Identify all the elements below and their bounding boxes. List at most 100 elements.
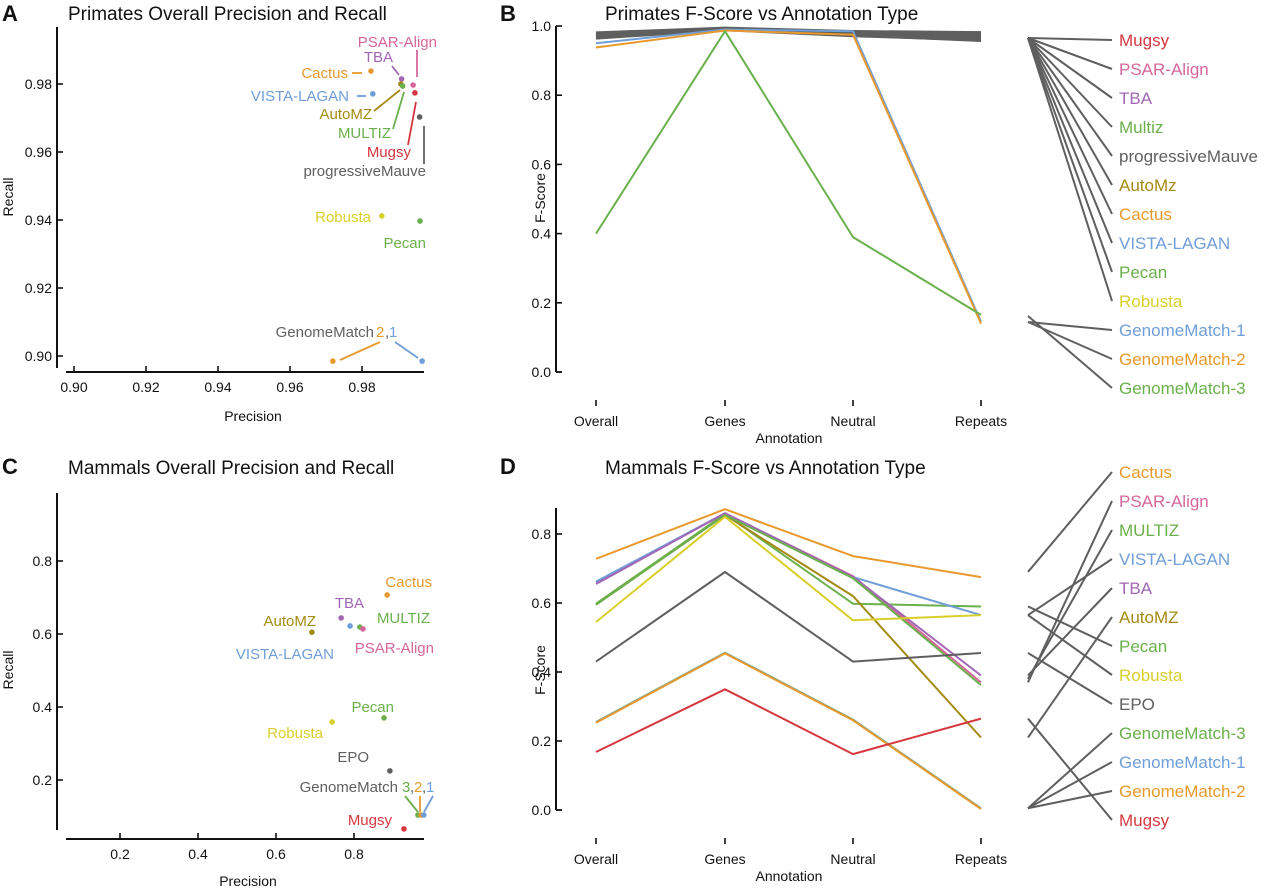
point-label-genomematch-3: 3: [402, 779, 410, 796]
panel-d-ylabel: F-Score: [532, 645, 548, 695]
panel-b-title: Primates F-Score vs Annotation Type: [605, 4, 918, 25]
series-line-genomematch-2: [595, 29, 982, 325]
legend-label-epo: EPO: [1119, 695, 1155, 714]
point-label-robusta: Robusta: [315, 209, 372, 226]
legend-label-mugsy: Mugsy: [1119, 31, 1170, 50]
point-automz: [309, 629, 315, 635]
x-tick-label-overall: Overall: [574, 413, 618, 429]
legend-connector-mugsy: [1027, 37, 1113, 41]
legend-label-genomematch-1: GenomeMatch-1: [1119, 321, 1246, 340]
legend-label-vista-lagan: VISTA-LAGAN: [1119, 550, 1230, 569]
legend-label-genomematch-2: GenomeMatch-2: [1119, 350, 1246, 369]
point-progressivemauve: [416, 114, 423, 120]
genomematch-separator: ,: [385, 324, 389, 341]
y-tick-label: 1.0: [532, 18, 552, 34]
point-genomematch-1: [421, 812, 427, 818]
point-cactus: [368, 68, 374, 74]
genomematch-separator: ,: [410, 779, 414, 796]
y-tick-label: 0.2: [532, 733, 552, 749]
point-label-genomematch-2: 2: [376, 324, 384, 341]
panel-letter-c: C: [2, 454, 18, 479]
point-multiz: [399, 83, 406, 89]
panel-letter-b: B: [500, 1, 516, 26]
series-line-tba: [595, 512, 982, 677]
y-tick-label: 0.94: [25, 212, 52, 228]
panel-a-plot: 0.90 0.92 0.94 0.96 0.98 0.90 0.92 0.94 0.96 0.98…: [25, 27, 437, 395]
y-tick-label: 0.8: [33, 553, 53, 569]
legend-connector-multiz: [1027, 37, 1113, 128]
series-line-mugsy: [595, 688, 982, 756]
panel-a-ylabel: Recall: [0, 178, 16, 217]
point-label-multiz: MULTIZ: [338, 125, 391, 142]
panel-d-xlabel: Annotation: [756, 868, 823, 884]
point-label-epo: EPO: [337, 749, 369, 766]
point-psar-align: [410, 82, 416, 88]
legend-connector-genomematch-1: [1027, 321, 1113, 331]
panel-c-plot: 0.2 0.4 0.6 0.8 0.2 0.4 0.6 0.8 Cactus TBA MULTIZ A…: [33, 493, 434, 862]
series-line-multiz: [595, 513, 982, 608]
y-tick-label: 0.8: [532, 526, 552, 542]
y-tick-label: 0.90: [25, 348, 52, 364]
leader-line-genomematch-1: [423, 795, 434, 813]
legend-connector-automz: [1027, 37, 1113, 186]
y-tick-label: 0.6: [532, 156, 552, 172]
legend-connector-robusta: [1027, 614, 1113, 676]
legend-label-pecan: Pecan: [1119, 637, 1167, 656]
legend-connector-pecan: [1027, 37, 1113, 273]
panel-b-xlabel: Annotation: [756, 430, 823, 446]
legend-label-genomematch-2: GenomeMatch-2: [1119, 782, 1246, 801]
x-tick-label: 0.96: [276, 379, 303, 395]
point-label-tba: TBA: [335, 595, 364, 612]
legend-connector-tba: [1027, 37, 1113, 99]
legend-connector-genomematch-2: [1027, 790, 1113, 810]
genomematch-separator: ,: [422, 779, 426, 796]
legend-connector-progressivemauve: [1027, 37, 1113, 157]
legend-connector-mugsy: [1027, 717, 1113, 821]
legend-label-cactus: Cactus: [1119, 205, 1172, 224]
legend-label-automz: AutoMZ: [1119, 608, 1179, 627]
x-tick-label-genes: Genes: [704, 413, 745, 429]
legend-connector-genomematch-3: [1027, 315, 1113, 389]
legend-connector-epo: [1027, 652, 1113, 705]
y-tick-label: 0.0: [532, 802, 552, 818]
legend-label-automz: AutoMz: [1119, 176, 1177, 195]
point-vista-lagan: [347, 623, 353, 629]
panel-letter-d: D: [500, 454, 516, 479]
series-line-epo: [595, 571, 982, 663]
point-label-psar-align: PSAR-Align: [358, 34, 437, 51]
panel-d-plot: 0.0 0.2 0.4 0.6 0.8 Overall Genes Neutral Repeat…: [532, 463, 1246, 867]
point-vista-lagan: [370, 91, 376, 97]
x-tick-label: 0.8: [344, 846, 364, 862]
legend-connector-multiz: [1027, 529, 1113, 680]
legend-label-genomematch-3: GenomeMatch-3: [1119, 379, 1246, 398]
legend-label-genomematch-1: GenomeMatch-1: [1119, 753, 1246, 772]
point-label-automz: AutoMZ: [263, 613, 316, 630]
legend-label-robusta: Robusta: [1119, 292, 1183, 311]
series-line-genomematch-2: [595, 652, 982, 810]
genomematch-prefix-label: GenomeMatch: [276, 324, 374, 341]
point-label-automz: AutoMZ: [319, 106, 372, 123]
point-epo: [387, 768, 393, 774]
point-label-psar-align: PSAR-Align: [355, 640, 434, 657]
legend-connector-automz: [1027, 616, 1113, 739]
legend-connector-cactus: [1027, 471, 1113, 573]
legend-label-robusta: Robusta: [1119, 666, 1183, 685]
leader-line-mugsy: [407, 101, 417, 146]
panel-c-title: Mammals Overall Precision and Recall: [68, 458, 394, 479]
leader-line-genomematch-2: [339, 341, 381, 361]
point-mugsy: [401, 826, 407, 832]
leader-line-genomematch-3: [404, 795, 419, 813]
legend-label-tba: TBA: [1119, 89, 1153, 108]
panel-letter-a: A: [2, 1, 18, 26]
leader-line-tba: [391, 65, 400, 76]
legend-connector-tba: [1027, 587, 1113, 677]
x-tick-label: 0.6: [266, 846, 286, 862]
x-tick-label: 0.4: [188, 846, 208, 862]
point-psar-align: [360, 626, 366, 632]
x-tick-label: 0.94: [204, 379, 231, 395]
legend-label-pecan: Pecan: [1119, 263, 1167, 282]
legend-label-vista-lagan: VISTA-LAGAN: [1119, 234, 1230, 253]
point-genomematch-1: [419, 358, 425, 364]
point-label-progressivemauve: progressiveMauve: [303, 163, 426, 180]
series-line-automz: [595, 514, 982, 739]
